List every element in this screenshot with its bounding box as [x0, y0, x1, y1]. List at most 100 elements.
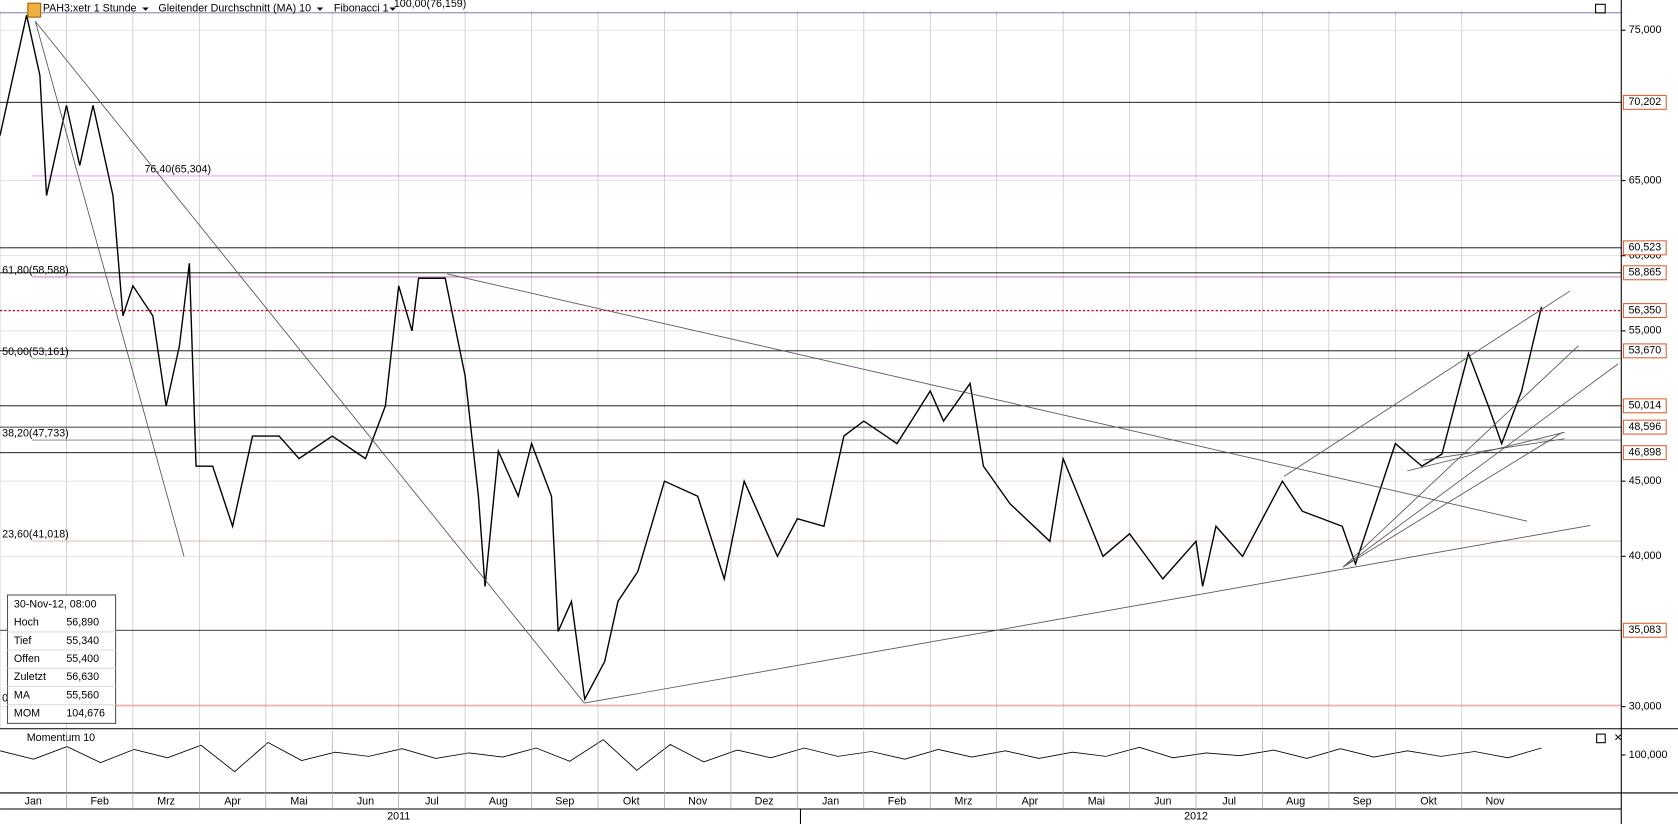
level-label: 70,202: [1628, 96, 1661, 108]
x-tick-label: Jun: [1154, 795, 1171, 807]
fibonacci-label: 23,60(41,018): [2, 528, 69, 540]
fibonacci-label: 0: [2, 693, 8, 705]
year-label: 2012: [1184, 810, 1208, 822]
info-label: Offen: [14, 653, 40, 665]
y-tick-label: 55,000: [1629, 325, 1662, 337]
dropdown-arrow[interactable]: [142, 7, 149, 11]
y-tick-label: 30,000: [1629, 700, 1662, 712]
fibonacci-label: 100,00(76,159): [394, 0, 466, 10]
fibonacci-label: 61,80(58,588): [2, 264, 69, 276]
info-value: 56,630: [66, 671, 99, 683]
level-label-box: [1622, 343, 1667, 359]
trend-line: [584, 525, 1591, 704]
x-tick-label: Nov: [1486, 795, 1506, 807]
trend-line: [1342, 363, 1619, 568]
close-icon[interactable]: ✕: [1614, 732, 1623, 744]
level-label-box: [1622, 419, 1667, 435]
x-tick-label: Mai: [290, 795, 307, 807]
x-tick-label: Aug: [489, 795, 508, 807]
momentum-title: Momentum 10: [27, 732, 95, 744]
maximize-icon[interactable]: [1596, 733, 1606, 744]
y-tick-label: 75,000: [1629, 24, 1662, 36]
indicator[interactable]: Gleitender Durchschnitt (MA) 10: [158, 2, 311, 14]
trend-line: [1423, 438, 1565, 461]
info-box: 30-Nov-12, 08:00 Hoch 56,890 Tief 55,340 Off…: [6, 594, 117, 724]
level-label: 35,083: [1628, 624, 1661, 636]
info-value: 55,340: [66, 635, 99, 647]
level-label: 60,523: [1628, 242, 1661, 254]
level-label-box: [1622, 445, 1667, 461]
trend-line: [1342, 345, 1579, 568]
x-tick-label: Mai: [1088, 795, 1105, 807]
x-tick-label: Sep: [555, 795, 574, 807]
trend-line: [447, 273, 1528, 522]
x-tick-label: Jul: [425, 795, 439, 807]
momentum-panel: 100,000: [0, 739, 1668, 773]
info-label: Hoch: [14, 617, 39, 629]
level-label: 50,014: [1628, 400, 1661, 412]
y-tick-label: 45,000: [1629, 475, 1662, 487]
x-tick-label: Sep: [1353, 795, 1372, 807]
level-label-box: [1622, 265, 1667, 281]
level-label-box: [1622, 622, 1667, 638]
level-label: 56,350: [1628, 304, 1661, 316]
info-label: Zuletzt: [14, 671, 46, 683]
x-tick-label: Jul: [1222, 795, 1236, 807]
fibonacci-label: 50,00(53,161): [2, 346, 69, 358]
fibonacci-label: 38,20(47,733): [2, 428, 69, 440]
dropdown-arrow[interactable]: [316, 7, 324, 11]
x-tick-label: Okt: [1420, 795, 1437, 807]
x-tick-label: Okt: [623, 795, 640, 807]
price-line: [0, 15, 1543, 702]
info-label: MA: [14, 689, 31, 701]
level-label: 53,670: [1628, 345, 1661, 357]
momentum-line: [0, 739, 1542, 773]
info-label: MOM: [14, 708, 40, 720]
x-tick-label: Jan: [25, 795, 42, 807]
dropdown-arrow[interactable]: [389, 7, 396, 11]
x-tick-label: Aug: [1286, 795, 1305, 807]
trend-line: [1283, 290, 1571, 477]
axes: Jan Feb Mrz Apr Mai Jun Jul Aug Sep Okt Nov Dez Jan F…: [25, 24, 1667, 822]
trend-line: [1407, 431, 1565, 472]
level-label-box: [1622, 303, 1667, 319]
info-value: 104,676: [66, 708, 105, 720]
maximize-icon[interactable]: [1595, 3, 1606, 14]
y-tick-label: 65,000: [1629, 174, 1662, 186]
x-tick-label: Jan: [822, 795, 839, 807]
trend-line: [1342, 431, 1563, 568]
drawing-tool[interactable]: Fibonacci 1: [334, 2, 389, 14]
momentum-tick-label: 100,000: [1629, 749, 1668, 761]
level-label-box: [1622, 398, 1667, 414]
x-tick-label: Nov: [688, 795, 708, 807]
level-label: 48,596: [1628, 421, 1661, 433]
level-label: 46,898: [1628, 446, 1661, 458]
info-box-frame: [6, 594, 117, 724]
tool-icon[interactable]: [27, 2, 42, 18]
x-tick-label: Feb: [888, 795, 906, 807]
fibonacci-label: 76,40(65,304): [144, 163, 211, 175]
level-label-box: [1622, 240, 1667, 256]
x-tick-label: Jun: [357, 795, 374, 807]
x-tick-label: Mrz: [157, 795, 175, 807]
plot: 100,00(76,159) 76,40(65,304) 61,80(58,588)…: [0, 0, 1622, 706]
x-tick-label: Mrz: [955, 795, 973, 807]
x-tick-label: Dez: [755, 795, 774, 807]
trend-line: [34, 21, 185, 557]
info-rows: Hoch 56,890 Tief 55,340 Offen 55,400 Zuletzt 56…: [7, 617, 116, 720]
year-label: 2011: [387, 810, 410, 822]
info-value: 55,400: [66, 653, 99, 665]
symbol[interactable]: PAH3:xetr 1 Stunde: [43, 2, 137, 14]
info-value: 55,560: [66, 689, 99, 701]
level-label: 58,865: [1628, 267, 1661, 279]
trend-lines: [34, 21, 1619, 704]
trend-line: [34, 21, 585, 704]
info-label: Tief: [14, 635, 31, 647]
info-value: 56,890: [66, 617, 99, 629]
y-tick-label: 40,000: [1629, 550, 1662, 562]
x-tick-label: Feb: [90, 795, 108, 807]
info-date: 30-Nov-12, 08:00: [14, 598, 97, 610]
